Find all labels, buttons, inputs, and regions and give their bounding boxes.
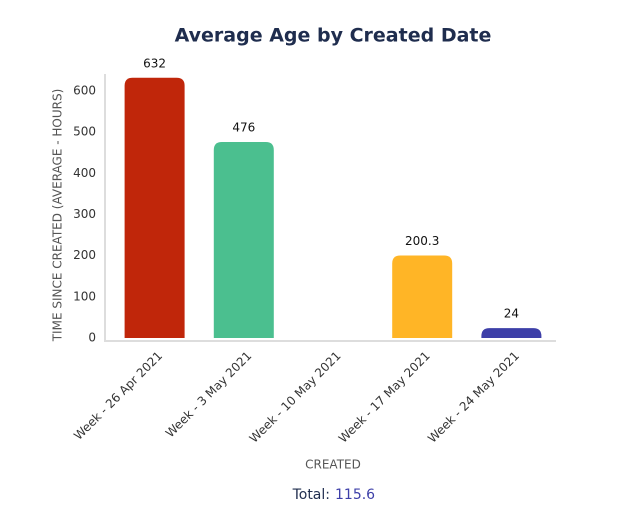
bar bbox=[124, 77, 185, 338]
data-label: 24 bbox=[504, 307, 519, 321]
chart-title: Average Age by Created Date bbox=[175, 25, 492, 47]
total-label: Total: bbox=[292, 487, 330, 503]
y-tick-label: 300 bbox=[73, 207, 96, 221]
y-tick-label: 200 bbox=[73, 248, 96, 262]
x-tick-label: Week - 24 May 2021 bbox=[425, 349, 522, 446]
data-label: 200.3 bbox=[405, 234, 439, 248]
y-tick-label: 600 bbox=[73, 83, 96, 97]
data-label: 476 bbox=[232, 121, 255, 135]
x-tick-label: Week - 17 May 2021 bbox=[336, 349, 433, 446]
x-tick-label: Week - 3 May 2021 bbox=[163, 349, 255, 441]
bar bbox=[481, 328, 542, 338]
data-label: 632 bbox=[143, 56, 166, 70]
bar bbox=[213, 142, 274, 338]
total-value: 115.6 bbox=[335, 487, 375, 503]
y-axis-title: TIME SINCE CREATED (AVERAGE - HOURS) bbox=[51, 89, 65, 343]
y-tick-label: 0 bbox=[88, 331, 96, 345]
y-tick-label: 100 bbox=[73, 289, 96, 303]
x-tick-label: Week - 10 May 2021 bbox=[247, 349, 344, 446]
bar bbox=[392, 255, 453, 338]
x-tick-label: Week - 26 Apr 2021 bbox=[71, 349, 165, 443]
y-tick-label: 400 bbox=[73, 166, 96, 180]
x-axis-title: CREATED bbox=[305, 458, 361, 472]
y-tick-label: 500 bbox=[73, 125, 96, 139]
